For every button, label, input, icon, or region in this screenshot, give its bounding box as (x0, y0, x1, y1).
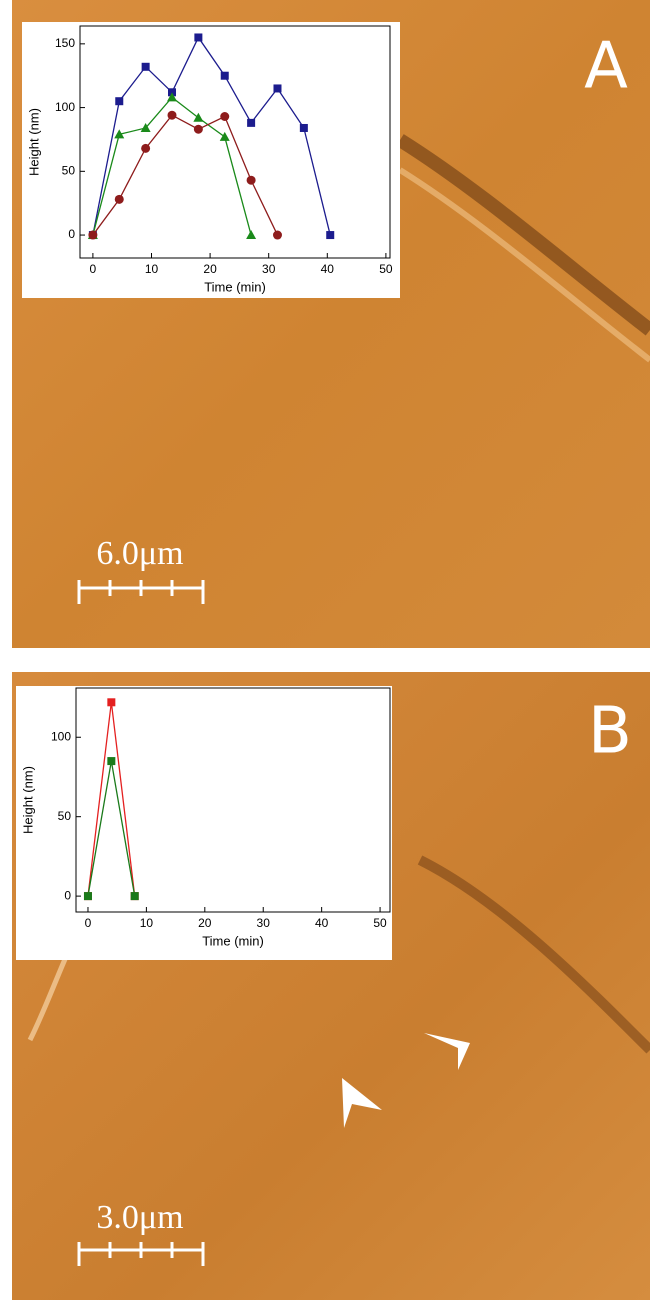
x-axis-label: Time (min) (204, 279, 266, 294)
marker (326, 231, 334, 239)
marker (84, 892, 92, 900)
y-tick-label: 0 (64, 888, 71, 902)
marker (131, 892, 139, 900)
y-tick-label: 100 (55, 100, 75, 114)
y-tick-label: 100 (51, 729, 71, 743)
marker (107, 757, 115, 765)
marker (107, 698, 115, 706)
y-tick-label: 150 (55, 36, 75, 50)
y-tick-label: 50 (62, 163, 76, 177)
marker (247, 176, 256, 185)
marker (220, 112, 229, 121)
x-tick-label: 20 (198, 916, 212, 930)
marker (194, 33, 202, 41)
marker (273, 231, 282, 240)
x-tick-label: 10 (140, 916, 154, 930)
marker (273, 84, 281, 92)
marker (221, 72, 229, 80)
panel-label: A (584, 30, 628, 104)
x-tick-label: 0 (85, 916, 92, 930)
x-tick-label: 30 (262, 262, 276, 276)
marker (115, 97, 123, 105)
inset-background (22, 22, 400, 298)
marker (300, 124, 308, 132)
y-tick-label: 50 (58, 809, 72, 823)
marker (115, 195, 124, 204)
x-tick-label: 10 (145, 262, 159, 276)
x-tick-label: 30 (257, 916, 271, 930)
marker (194, 125, 203, 134)
figure: A B 6.0μm 3.0μm 01020304050050100150Time… (0, 0, 650, 1307)
y-axis-label: Height (nm) (26, 108, 41, 176)
marker (88, 231, 97, 240)
y-tick-label: 0 (68, 227, 75, 241)
x-axis-label: Time (min) (202, 933, 264, 948)
panel-label: B (588, 695, 632, 769)
marker (168, 111, 177, 120)
y-axis-label: Height (nm) (20, 766, 35, 834)
marker (142, 63, 150, 71)
x-tick-label: 20 (203, 262, 217, 276)
x-tick-label: 0 (90, 262, 97, 276)
marker (247, 119, 255, 127)
scale-bar-label: 6.0μm (96, 535, 183, 572)
x-tick-label: 50 (379, 262, 393, 276)
x-tick-label: 50 (373, 916, 387, 930)
scale-bar-label: 3.0μm (96, 1199, 183, 1236)
x-tick-label: 40 (315, 916, 329, 930)
marker (141, 144, 150, 153)
x-tick-label: 40 (321, 262, 335, 276)
